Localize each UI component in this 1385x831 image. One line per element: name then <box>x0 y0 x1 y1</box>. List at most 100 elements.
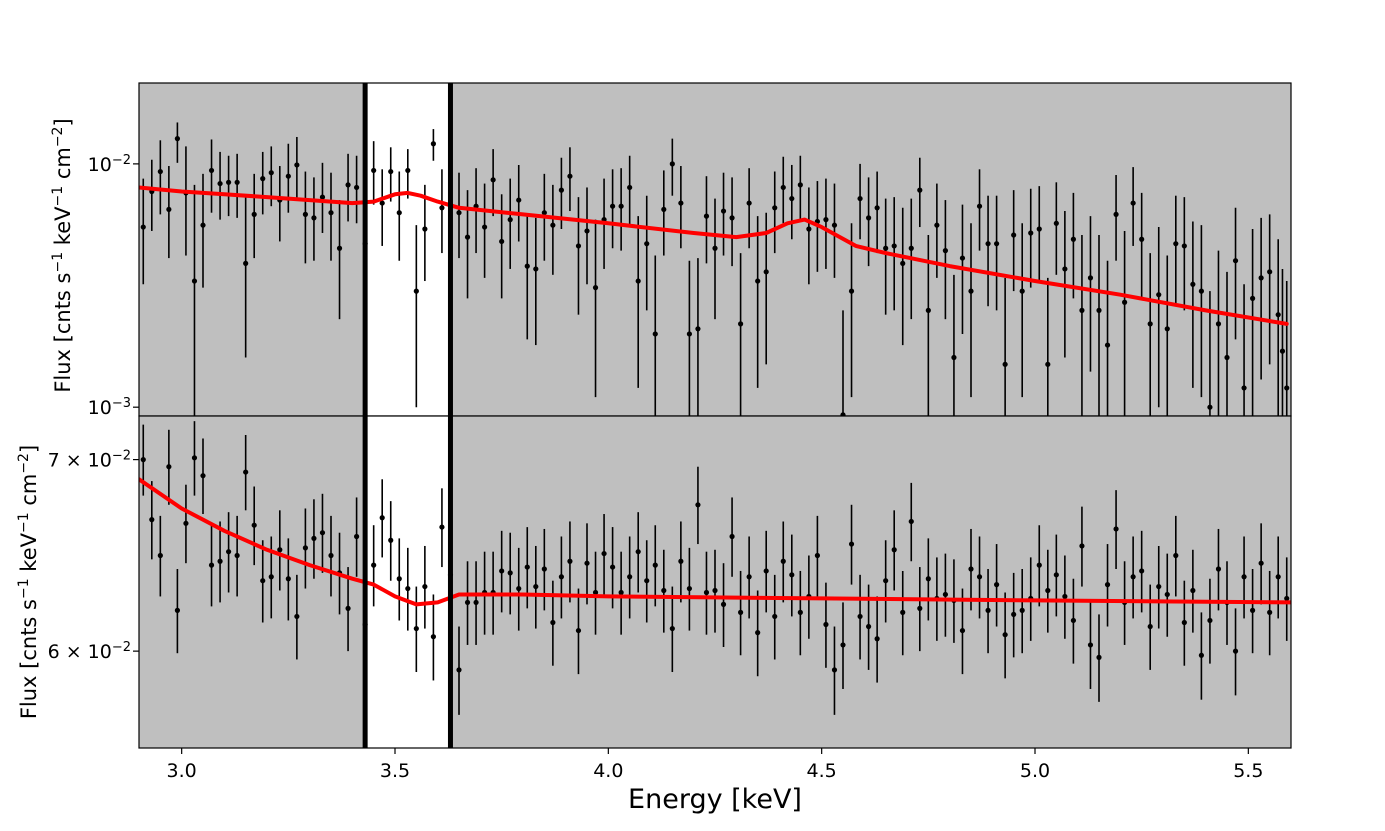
data-point <box>883 578 889 584</box>
data-point <box>1267 269 1273 275</box>
data-point <box>1173 241 1179 247</box>
data-point <box>1011 611 1017 618</box>
data-point <box>422 226 428 232</box>
data-point <box>746 200 752 206</box>
data-point <box>1070 617 1076 624</box>
data-point <box>208 167 215 174</box>
axes-frame <box>138 415 1292 749</box>
data-point <box>900 260 906 266</box>
data-point <box>311 215 317 221</box>
y-tick-label: 10−3 <box>88 396 131 420</box>
data-point <box>456 667 462 673</box>
data-point <box>934 222 940 228</box>
data-point <box>1147 321 1153 327</box>
data-point <box>951 354 957 361</box>
data-point <box>550 222 556 228</box>
data-point <box>1275 312 1281 318</box>
data-point <box>780 184 786 191</box>
data-point <box>644 241 650 247</box>
x-tick-label: 5.0 <box>1020 760 1050 782</box>
data-point <box>857 195 863 202</box>
data-point <box>925 307 931 313</box>
data-point <box>942 591 949 598</box>
data-point <box>1019 288 1025 294</box>
data-point <box>695 326 701 332</box>
data-point <box>1104 582 1111 588</box>
data-point <box>1275 574 1281 580</box>
data-point <box>319 194 326 200</box>
data-point <box>635 278 641 284</box>
data-point <box>1279 348 1286 354</box>
data-point <box>908 245 914 251</box>
data-point <box>661 206 667 213</box>
data-point <box>635 549 641 555</box>
data-point <box>1053 572 1059 578</box>
data-point <box>234 179 240 185</box>
data-point <box>610 203 616 209</box>
data-point <box>499 238 505 245</box>
data-point <box>627 184 633 191</box>
data-point <box>1207 617 1213 624</box>
data-point <box>1002 361 1008 367</box>
data-point <box>874 636 880 642</box>
data-point <box>200 222 206 228</box>
data-point <box>994 241 1000 247</box>
data-point <box>652 562 658 568</box>
data-point <box>1250 295 1256 301</box>
data-point <box>140 457 146 463</box>
data-point <box>191 455 198 461</box>
data-point <box>1079 543 1085 549</box>
data-point <box>1011 232 1017 238</box>
data-point <box>746 574 752 580</box>
y-axis-title: Flux [cnts s−1 keV−1 cm−2] <box>16 445 41 719</box>
data-point <box>917 187 923 193</box>
data-point <box>430 634 436 640</box>
plot-area <box>139 122 1290 416</box>
data-point <box>848 288 855 294</box>
data-point <box>1267 609 1273 615</box>
data-point <box>866 215 872 221</box>
data-point <box>550 619 556 626</box>
data-point <box>925 576 931 582</box>
data-point <box>354 184 360 191</box>
data-point <box>396 210 402 216</box>
data-point <box>1113 211 1119 217</box>
data-point <box>328 552 334 559</box>
data-point <box>686 331 693 337</box>
data-point <box>1215 321 1222 327</box>
data-point <box>669 625 675 632</box>
data-point <box>610 564 616 570</box>
x-axis-title: Energy [keV] <box>628 784 802 815</box>
data-point <box>567 558 573 564</box>
data-point <box>1190 281 1196 287</box>
data-point <box>1198 652 1204 658</box>
data-point <box>1156 583 1162 590</box>
data-point <box>840 642 846 648</box>
data-point <box>1181 243 1187 249</box>
data-point <box>140 224 146 230</box>
data-point <box>217 558 223 564</box>
data-point <box>1207 404 1213 410</box>
data-point <box>720 601 727 607</box>
data-point <box>1113 526 1119 532</box>
data-point <box>285 173 291 179</box>
data-point <box>464 234 471 240</box>
data-point <box>789 572 795 578</box>
data-point <box>234 552 240 559</box>
y-tick-label: 6 × 10−2 <box>48 640 131 664</box>
data-point <box>720 208 727 214</box>
data-point <box>584 560 590 566</box>
data-point <box>703 589 710 596</box>
data-point <box>174 607 180 613</box>
data-point <box>1079 307 1085 313</box>
data-point <box>1045 587 1051 594</box>
data-point <box>464 599 471 606</box>
data-point <box>1190 587 1196 594</box>
data-point <box>524 564 530 570</box>
data-point <box>507 570 513 576</box>
data-point <box>763 269 769 275</box>
data-point <box>319 530 326 536</box>
data-point <box>388 537 394 543</box>
data-point <box>891 547 897 553</box>
data-point <box>516 197 522 203</box>
